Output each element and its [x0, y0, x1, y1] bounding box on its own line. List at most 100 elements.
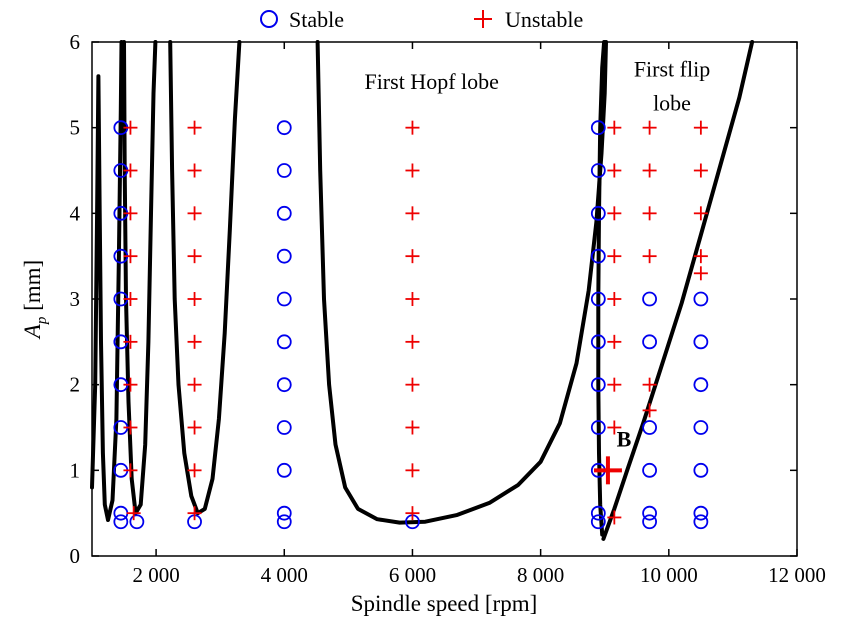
unstable-point [607, 120, 622, 135]
point-b-label: B [617, 426, 632, 451]
unstable-point [405, 206, 420, 221]
unstable-point [405, 420, 420, 435]
lobe-curve-2 [122, 40, 158, 516]
unstable-point [405, 377, 420, 392]
stable-point [276, 462, 292, 478]
unstable-point [123, 120, 138, 135]
unstable-point [187, 163, 202, 178]
stable-point [590, 514, 606, 530]
unstable-point [187, 249, 202, 264]
stable-point [276, 334, 292, 350]
x-tick-label: 2 000 [132, 563, 179, 587]
stable-point [642, 514, 657, 530]
stable-point [642, 420, 657, 435]
stable-point [590, 334, 606, 350]
unstable-point [187, 292, 202, 306]
legend-stable-label: Stable [289, 7, 344, 32]
unstable-point [123, 377, 138, 392]
unstable-point [405, 292, 420, 306]
lobe-curve-1 [90, 40, 124, 522]
stable-point [590, 163, 606, 178]
unstable-point [607, 249, 622, 264]
highlight-point-b [593, 456, 622, 485]
unstable-point [123, 420, 138, 435]
y-tick-label: 0 [70, 544, 81, 568]
unstable-point [405, 463, 420, 478]
stable-point [276, 377, 292, 393]
unstable-point [187, 334, 202, 349]
unstable-point [123, 249, 138, 264]
annotation-lobe: lobe [653, 91, 691, 116]
unstable-point [123, 292, 138, 306]
stable-point [642, 291, 657, 307]
x-tick-label: 12 000 [768, 563, 826, 587]
legend-stable-marker [260, 10, 278, 28]
y-axis-label-unit: [mm] [20, 260, 45, 317]
unstable-point [607, 420, 622, 435]
stable-point [276, 248, 292, 264]
lobe-curve-5 [596, 40, 607, 537]
x-tick-label: 6 000 [389, 563, 436, 587]
annotation-first-flip: First flip [634, 56, 710, 81]
stable-point [693, 462, 709, 478]
y-tick-label: 3 [70, 287, 81, 311]
stable-point [590, 120, 606, 136]
unstable-point [405, 120, 420, 135]
unstable-point [187, 420, 202, 435]
legend-unstable-label: Unstable [505, 7, 583, 32]
y-tick-label: 1 [70, 458, 81, 482]
y-axis-label-sub: p [34, 316, 50, 325]
unstable-point [187, 377, 202, 392]
unstable-point [405, 163, 420, 178]
stable-point [276, 514, 292, 530]
legend-unstable-marker [474, 10, 492, 28]
y-tick-label: 5 [70, 116, 81, 140]
unstable-point [642, 249, 657, 264]
unstable-point [405, 334, 420, 349]
stable-point [590, 248, 606, 264]
unstable-point [642, 120, 657, 135]
unstable-point [693, 206, 708, 221]
annotation-first-hopf-lobe: First Hopf lobe [364, 69, 498, 94]
stable-point [693, 291, 709, 307]
stable-point [276, 420, 292, 435]
unstable-point [187, 506, 202, 521]
stable-point [642, 462, 657, 478]
unstable-point [123, 163, 138, 178]
x-tick-label: 8 000 [517, 563, 564, 587]
unstable-point [123, 463, 138, 478]
unstable-point [607, 206, 622, 221]
stable-point [276, 163, 292, 178]
unstable-point [693, 249, 708, 264]
lobe-curve-6 [601, 40, 755, 541]
stable-point [590, 377, 606, 393]
stable-point [590, 505, 606, 521]
x-tick-label: 10 000 [640, 563, 698, 587]
unstable-point [693, 163, 708, 178]
unstable-point [187, 463, 202, 478]
stable-point [693, 420, 709, 435]
stability-lobes [90, 40, 755, 541]
stable-point [642, 334, 657, 350]
unstable-point [405, 249, 420, 264]
y-tick-label: 6 [70, 30, 81, 54]
stable-point [693, 505, 709, 521]
unstable-point [642, 206, 657, 221]
stable-point [642, 505, 657, 521]
stable-point [693, 334, 709, 350]
y-tick-label: 2 [70, 373, 81, 397]
stable-point [276, 505, 292, 521]
unstable-point [693, 266, 708, 281]
unstable-point [642, 403, 657, 418]
unstable-point [642, 163, 657, 178]
lobe-curve-3 [168, 40, 242, 516]
lobe-curve-4 [315, 40, 608, 525]
stable-point [276, 205, 292, 221]
unstable-point [693, 120, 708, 135]
stable-point [590, 291, 606, 307]
unstable-point [642, 377, 657, 392]
stable-point [276, 120, 292, 136]
stable-point [590, 420, 606, 435]
unstable-point [126, 506, 141, 521]
